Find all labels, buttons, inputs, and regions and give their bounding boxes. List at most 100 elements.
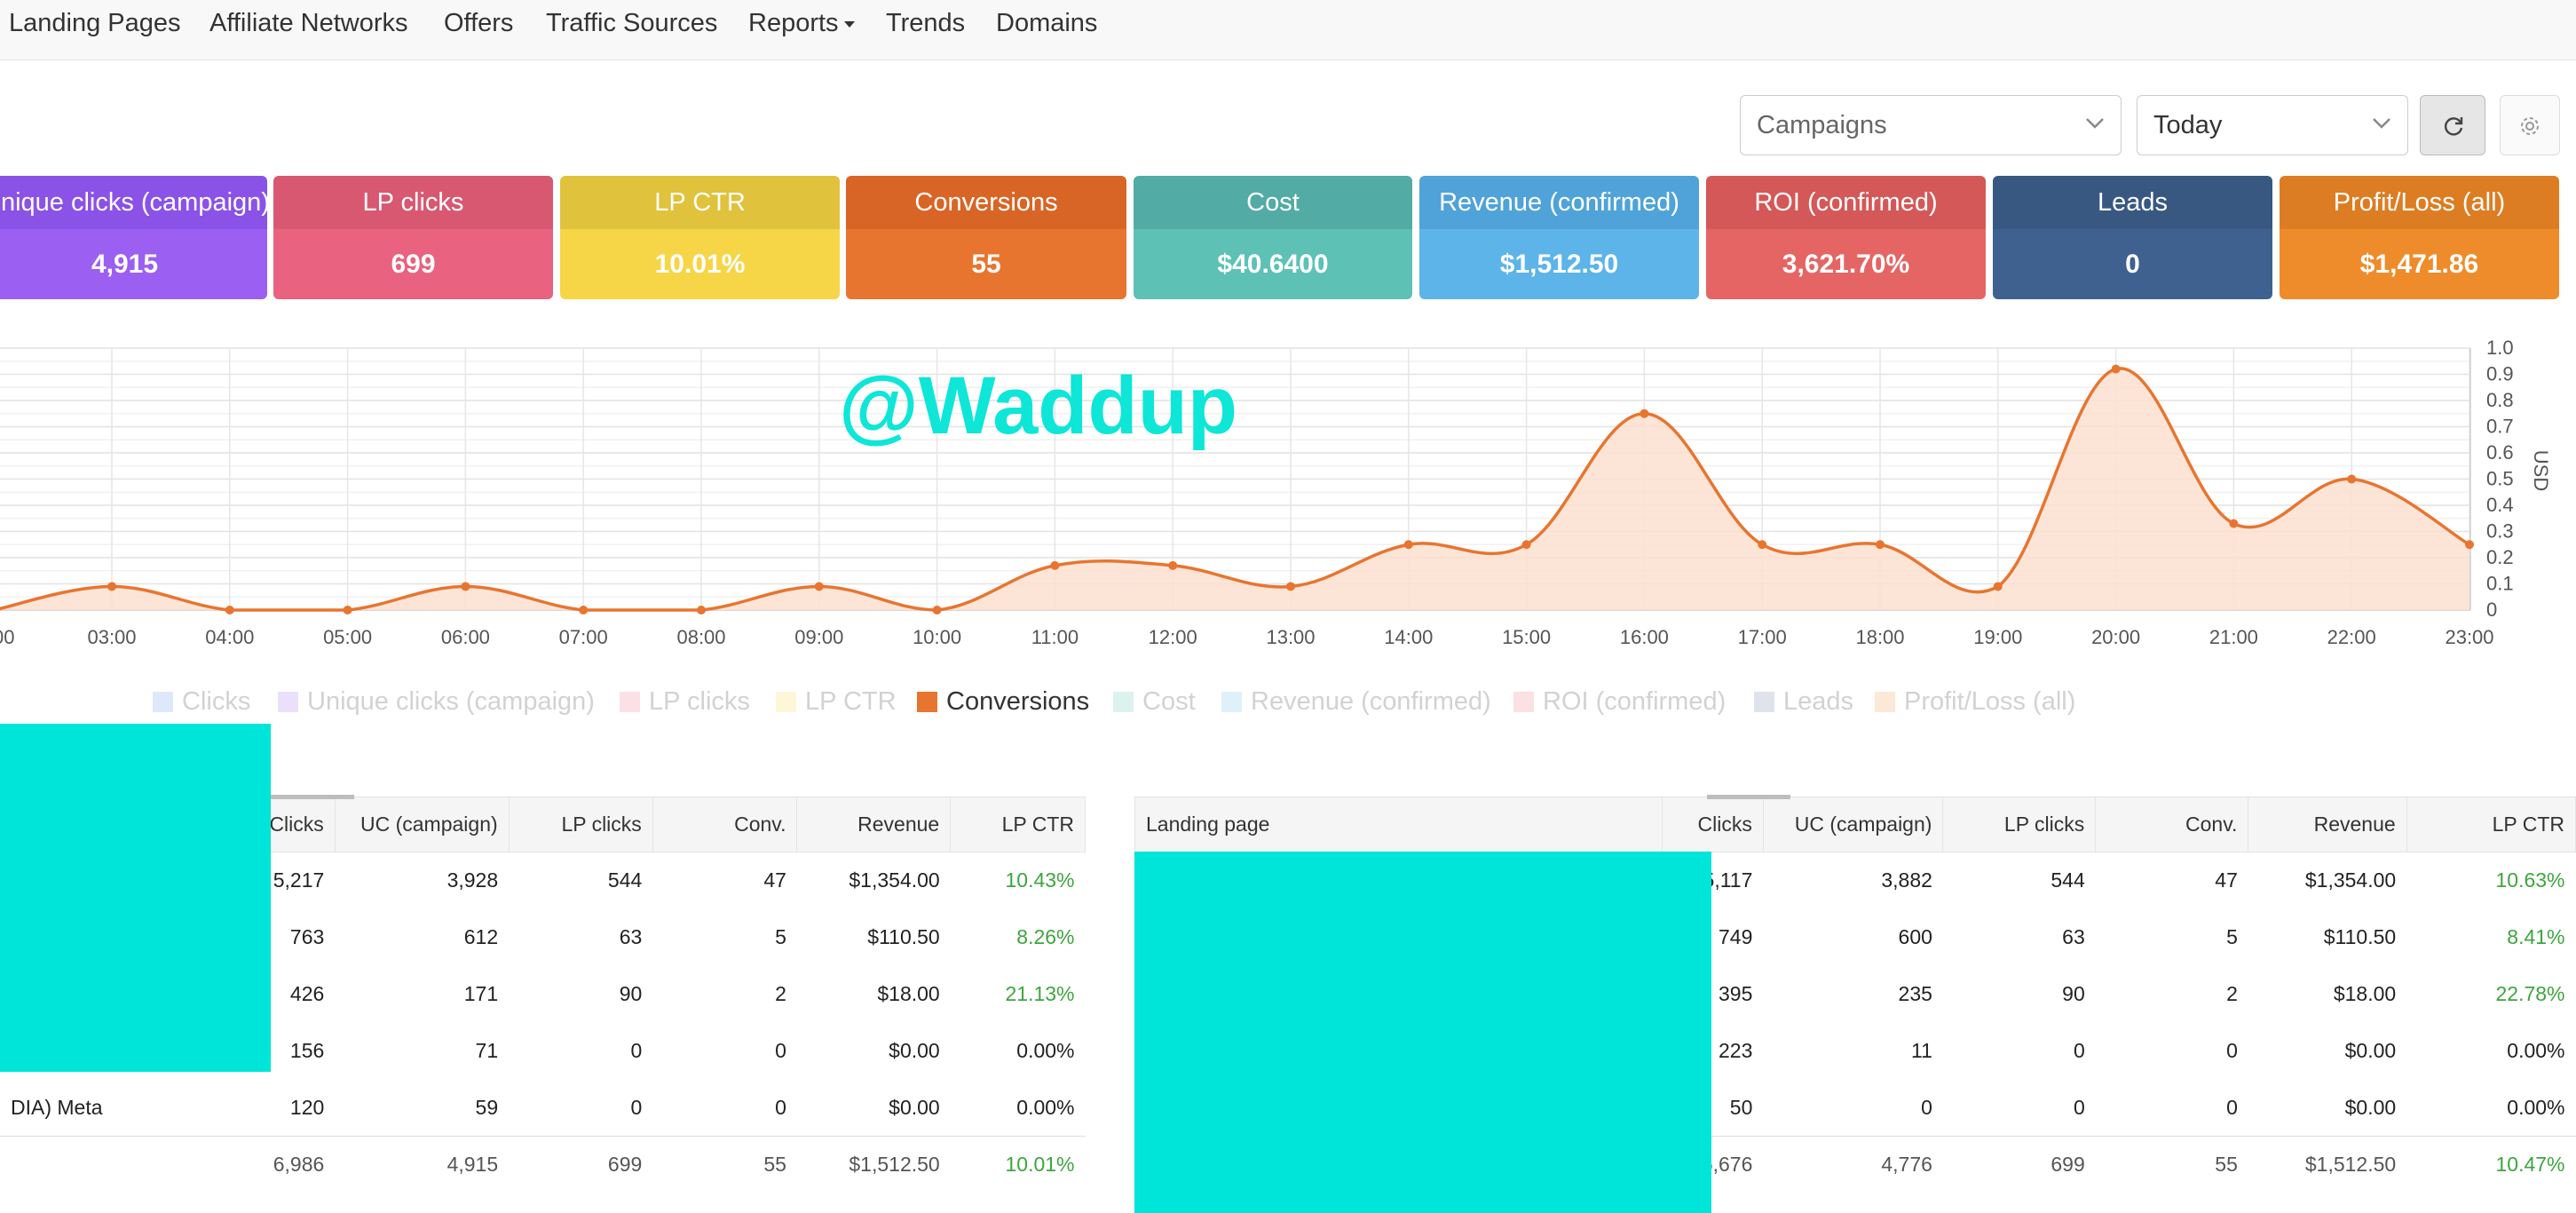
- data-point: [1758, 540, 1767, 550]
- table-cell: 47: [2095, 852, 2248, 909]
- row-name-cell: DIA) Meta: [0, 1079, 236, 1137]
- nav-landing-pages[interactable]: Landing Pages: [9, 9, 181, 37]
- nav-offers[interactable]: Offers: [444, 9, 514, 37]
- table-total-row: 6,986 4,915 699 55 $1,512.50 10.01%: [0, 1136, 1086, 1193]
- kpi-card-label: ROI (confirmed): [1706, 176, 1986, 229]
- x-tick-label: 08:00: [676, 626, 725, 648]
- kpi-card-value: 55: [846, 229, 1126, 299]
- column-header[interactable]: UC (campaign): [334, 797, 510, 852]
- kpi-card: Profit/Loss (all) $1,471.86: [2280, 176, 2559, 299]
- kpi-card: Conversions 55: [846, 176, 1126, 299]
- kpi-card-value: $1,471.86: [2280, 229, 2559, 299]
- kpi-card-label: Cost: [1134, 176, 1412, 229]
- column-header[interactable]: Clicks: [1661, 797, 1764, 852]
- column-header[interactable]: Conv.: [652, 797, 798, 852]
- nav-domains[interactable]: Domains: [996, 9, 1098, 37]
- column-header[interactable]: Landing page: [1134, 797, 1663, 852]
- legend-swatch: [1221, 692, 1242, 712]
- group-select[interactable]: Campaigns: [1740, 95, 2122, 155]
- conversions-area: [0, 369, 2469, 610]
- column-header[interactable]: UC (campaign): [1762, 797, 1944, 852]
- table-cell: $18.00: [796, 965, 951, 1023]
- table-cell: 8.26%: [950, 908, 1086, 966]
- data-point: [107, 582, 116, 591]
- kpi-card: ROI (confirmed) 3,621.70%: [1706, 176, 1986, 299]
- kpi-card-label: Profit/Loss (all): [2280, 176, 2559, 229]
- x-tick-label: 16:00: [1620, 626, 1669, 648]
- data-point: [461, 582, 470, 591]
- column-header[interactable]: LP CTR: [950, 797, 1086, 852]
- legend-item[interactable]: Revenue (confirmed): [1221, 687, 1491, 717]
- data-point: [1640, 408, 1649, 418]
- legend-label: Unique clicks (campaign): [307, 687, 595, 716]
- data-point: [1050, 560, 1060, 570]
- refresh-button[interactable]: [2420, 95, 2485, 155]
- legend-item[interactable]: ROI (confirmed): [1513, 687, 1726, 717]
- legend-item[interactable]: LP CTR: [776, 687, 897, 717]
- kpi-card-value: 10.01%: [560, 229, 840, 299]
- table-cell: 0: [2095, 1079, 2248, 1137]
- table-cell: 0: [1942, 1022, 2096, 1080]
- table-row[interactable]: 5,217 3,928 544 47 $1,354.00 10.43%: [0, 852, 1086, 909]
- nav-reports-dropdown[interactable]: Reports: [748, 9, 855, 38]
- column-header[interactable]: Revenue: [2248, 797, 2407, 852]
- table-cell: 612: [335, 908, 510, 966]
- kpi-card-label: Revenue (confirmed): [1419, 176, 1699, 229]
- table-cell: 5: [652, 908, 797, 966]
- data-point: [814, 582, 824, 591]
- kpi-card-value: $40.6400: [1134, 229, 1412, 299]
- settings-button[interactable]: [2500, 95, 2560, 155]
- table-row[interactable]: DIA) Meta 120 59 0 0 $0.00 0.00%: [0, 1079, 1086, 1137]
- kpi-card-label: LP CTR: [560, 176, 840, 229]
- table-cell: 2: [652, 965, 797, 1023]
- legend-item[interactable]: Clicks: [153, 687, 250, 717]
- gear-icon: [2521, 117, 2539, 135]
- nav-trends[interactable]: Trends: [886, 9, 966, 37]
- column-header[interactable]: LP CTR: [2406, 797, 2576, 852]
- column-header[interactable]: LP clicks: [1942, 797, 2097, 852]
- table-cell: 22.78%: [2406, 965, 2576, 1023]
- kpi-card-value: 4,915: [0, 229, 267, 299]
- legend-item[interactable]: Leads: [1754, 687, 1853, 717]
- refresh-icon: [2444, 117, 2463, 136]
- campaigns-table: Clicks UC (campaign) LP clicks Conv. Revenue…: [0, 797, 1086, 1193]
- y-tick-label: 0.6: [2486, 441, 2514, 464]
- legend-swatch: [1513, 692, 1534, 712]
- table-cell: 0: [1763, 1079, 1943, 1137]
- legend-item[interactable]: Profit/Loss (all): [1875, 687, 2075, 717]
- nav-affiliate-networks[interactable]: Affiliate Networks: [209, 9, 408, 37]
- period-select[interactable]: Today: [2137, 95, 2408, 155]
- table-cell: 10.01%: [950, 1136, 1086, 1193]
- table-cell: 0: [652, 1022, 797, 1080]
- y-tick-label: 0.8: [2486, 389, 2514, 411]
- group-select-value: Campaigns: [1757, 111, 1887, 139]
- nav-traffic-sources[interactable]: Traffic Sources: [546, 9, 718, 37]
- data-point: [2111, 364, 2121, 374]
- table-cell: 8.41%: [2406, 908, 2576, 966]
- table-cell: 90: [1942, 965, 2096, 1023]
- table-cell: $0.00: [796, 1022, 951, 1080]
- legend-item[interactable]: LP clicks: [620, 687, 750, 717]
- table-cell: 90: [509, 965, 653, 1023]
- table-cell: 600: [1763, 908, 1943, 966]
- legend-item[interactable]: Unique clicks (campaign): [278, 687, 595, 717]
- legend-swatch: [1875, 692, 1895, 712]
- row-name-cell: [0, 1136, 236, 1193]
- legend-swatch: [917, 692, 937, 712]
- x-tick-label: 09:00: [794, 626, 843, 648]
- x-tick-label: 10:00: [913, 626, 961, 648]
- column-header[interactable]: Revenue: [796, 797, 952, 852]
- table-cell: 0.00%: [950, 1079, 1086, 1137]
- legend-item[interactable]: Conversions: [917, 687, 1089, 717]
- data-point: [2465, 540, 2474, 550]
- table-cell: 3,882: [1763, 852, 1943, 909]
- data-point: [225, 606, 234, 614]
- column-header[interactable]: LP clicks: [508, 797, 653, 852]
- x-tick-label: 14:00: [1384, 626, 1433, 648]
- legend-label: LP clicks: [649, 687, 750, 716]
- kpi-card: Revenue (confirmed) $1,512.50: [1419, 176, 1699, 299]
- kpi-card: Leads 0: [1993, 176, 2272, 299]
- y-tick-label: 1.0: [2486, 337, 2514, 359]
- legend-item[interactable]: Cost: [1113, 687, 1196, 717]
- column-header[interactable]: Conv.: [2095, 797, 2249, 852]
